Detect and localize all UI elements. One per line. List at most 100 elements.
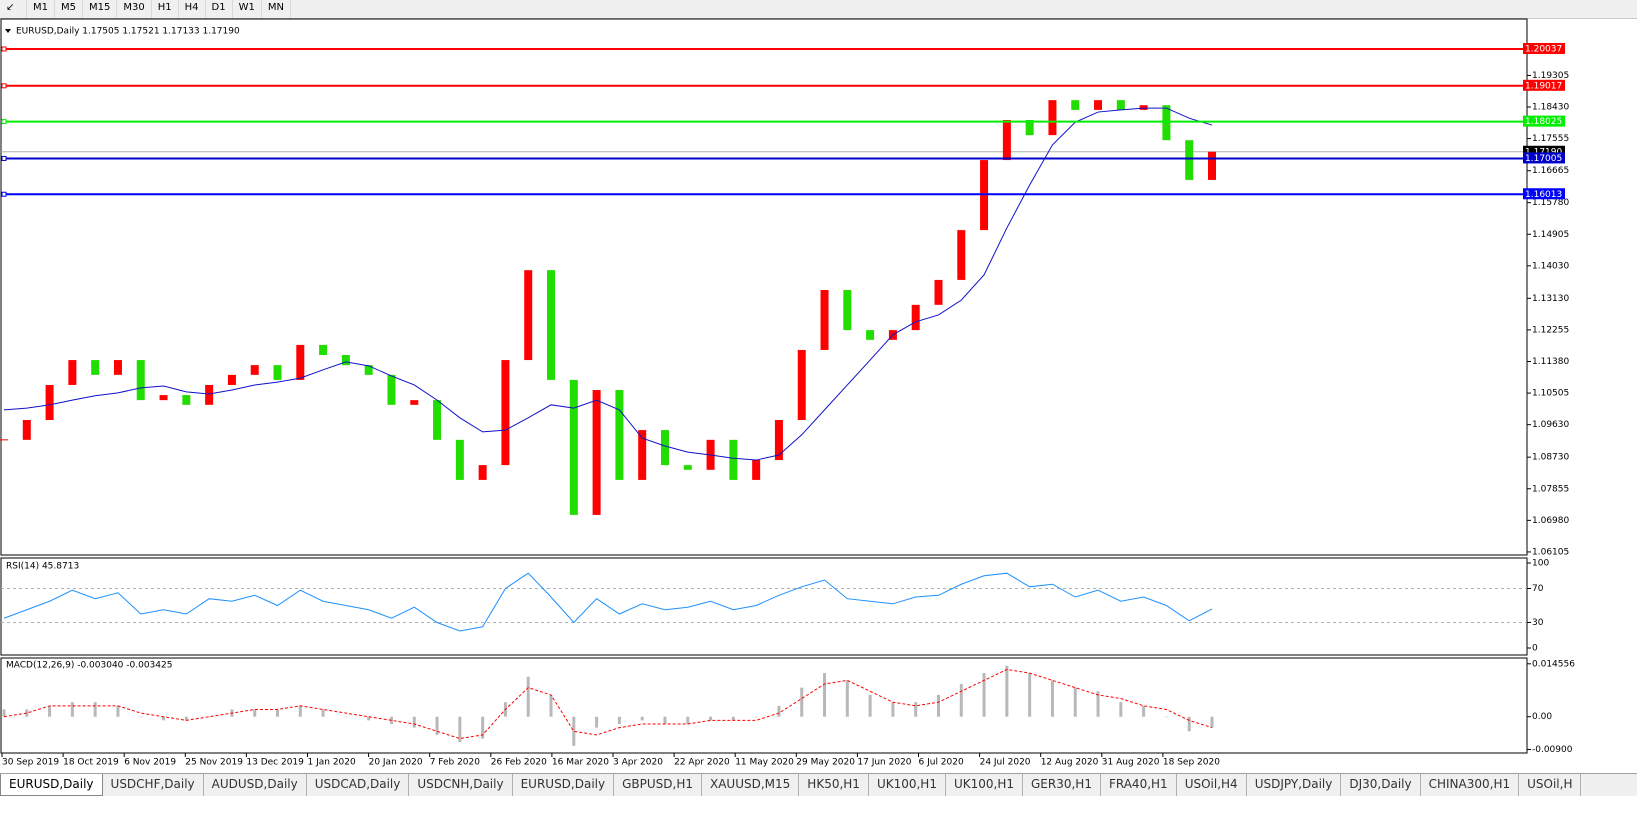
candle [752, 460, 761, 480]
candle [1094, 100, 1103, 110]
macd-bar [412, 716, 416, 728]
macd-bar [48, 705, 52, 717]
level-label: 1.16013 [1525, 190, 1562, 200]
y-tick-label: 0 [1532, 644, 1538, 654]
macd-bar [549, 694, 553, 717]
macd-bar [139, 716, 143, 718]
chart-tab[interactable]: USDCHF,Daily [103, 774, 204, 796]
candle [729, 439, 738, 480]
chart-tab[interactable]: AUDUSD,Daily [204, 774, 307, 796]
candle [364, 365, 373, 375]
current-price-box [1523, 145, 1565, 157]
chart-tabs: EURUSD,Daily USDCHF,Daily AUDUSD,Daily USDC… [0, 773, 1637, 796]
panel-title: RSI(14) 45.8713 [6, 562, 79, 572]
candle [524, 270, 533, 361]
chart-tab[interactable]: GBPUSD,H1 [614, 774, 702, 796]
macd-bar [526, 676, 530, 717]
timeframe-button[interactable]: M5 [55, 0, 83, 18]
chart-tab[interactable]: DJ30,Daily [1341, 774, 1421, 796]
timeframe-button[interactable]: M15 [83, 0, 118, 18]
macd-bar [777, 705, 781, 717]
macd-bar [686, 716, 690, 724]
x-tick-label: 6 Nov 2019 [124, 758, 176, 768]
macd-bar [253, 709, 257, 717]
timeframe-button[interactable]: W1 [233, 0, 262, 18]
candle [1025, 119, 1034, 136]
timeframe-button[interactable]: H1 [152, 0, 179, 18]
timeframe-button[interactable]: MN [262, 0, 291, 18]
chart-tab[interactable]: CHINA300,H1 [1421, 774, 1520, 796]
timeframe-button[interactable]: D1 [206, 0, 233, 18]
x-tick-label: 16 Mar 2020 [552, 758, 609, 768]
level-label-box [1523, 79, 1565, 91]
timeframe-button[interactable]: M1 [27, 0, 55, 18]
candle [911, 304, 920, 331]
chart-tab[interactable]: USDCAD,Daily [307, 774, 410, 796]
macd-bar [663, 716, 667, 724]
candle [797, 349, 806, 420]
macd-bar [70, 702, 74, 717]
macd-bar [1050, 680, 1054, 717]
chart-tab[interactable]: USDCNH,Daily [409, 774, 513, 796]
macd-bar [640, 716, 644, 721]
chart-tab[interactable]: USOil,H [1519, 774, 1582, 796]
y-tick-label: 1.06105 [1532, 547, 1569, 557]
x-tick-label: 18 Oct 2019 [63, 758, 119, 768]
candle [433, 400, 442, 440]
macd-bar [184, 716, 188, 721]
y-tick-label: 1.17555 [1532, 134, 1569, 144]
macd-bar [572, 716, 576, 746]
macd-bar [1164, 716, 1168, 718]
x-tick-label: 22 Apr 2020 [674, 758, 730, 768]
chart-tab[interactable]: USDJPY,Daily [1247, 774, 1342, 796]
candle [227, 374, 236, 385]
main-panel [0, 18, 1528, 556]
candle [820, 290, 829, 350]
candle [478, 465, 487, 480]
chart-tab[interactable]: GER30,H1 [1023, 774, 1101, 796]
x-tick-label: 25 Nov 2019 [185, 758, 243, 768]
y-tick-label: 1.06980 [1532, 516, 1569, 526]
macd-bar [823, 673, 827, 717]
macd-bar [276, 709, 280, 717]
level-marker [1, 155, 7, 161]
macd-bar [617, 716, 621, 724]
chart-tab[interactable]: EURUSD,Daily [0, 774, 103, 796]
y-tick-label: 1.08730 [1532, 453, 1569, 463]
macd-panel [0, 657, 1528, 754]
y-tick-label: 0.014556 [1532, 659, 1575, 669]
macd-bar [914, 702, 918, 717]
macd-bar [1028, 673, 1032, 717]
candle [319, 344, 328, 356]
toolbar-icon[interactable]: ↙ [0, 0, 27, 18]
candle [843, 290, 852, 331]
x-tick-label: 29 May 2020 [796, 758, 855, 768]
macd-bar [800, 687, 804, 717]
chart-tab[interactable]: XAUUSD,M15 [702, 774, 800, 796]
candle [957, 230, 966, 280]
panel-title: MACD(12,26,9) -0.003040 -0.003425 [6, 661, 172, 671]
level-marker [1, 46, 7, 52]
y-tick-label: -0.00900 [1532, 745, 1573, 755]
candle [455, 439, 464, 480]
candle [410, 400, 419, 405]
timeframe-button[interactable]: H4 [179, 0, 206, 18]
macd-bar [868, 694, 872, 717]
chart-tab[interactable]: UK100,H1 [946, 774, 1023, 796]
macd-bar [754, 716, 758, 718]
chart-tab[interactable]: EURUSD,Daily [513, 774, 615, 796]
macd-bar [936, 694, 940, 717]
signal-line [3, 668, 1213, 740]
y-tick-label: 1.12255 [1532, 325, 1569, 335]
y-tick-label: 1.11380 [1532, 357, 1569, 367]
y-tick-label: 1.13130 [1532, 294, 1569, 304]
chart-tab[interactable]: USOil,H4 [1177, 774, 1247, 796]
macd-bar [709, 716, 713, 721]
macd-bar [298, 705, 302, 717]
timeframe-button[interactable]: M30 [117, 0, 152, 18]
candle [866, 330, 875, 340]
chart-tab[interactable]: FRA40,H1 [1101, 774, 1177, 796]
chart-tab[interactable]: UK100,H1 [869, 774, 946, 796]
chart-tab[interactable]: HK50,H1 [799, 774, 869, 796]
candle [660, 430, 669, 466]
